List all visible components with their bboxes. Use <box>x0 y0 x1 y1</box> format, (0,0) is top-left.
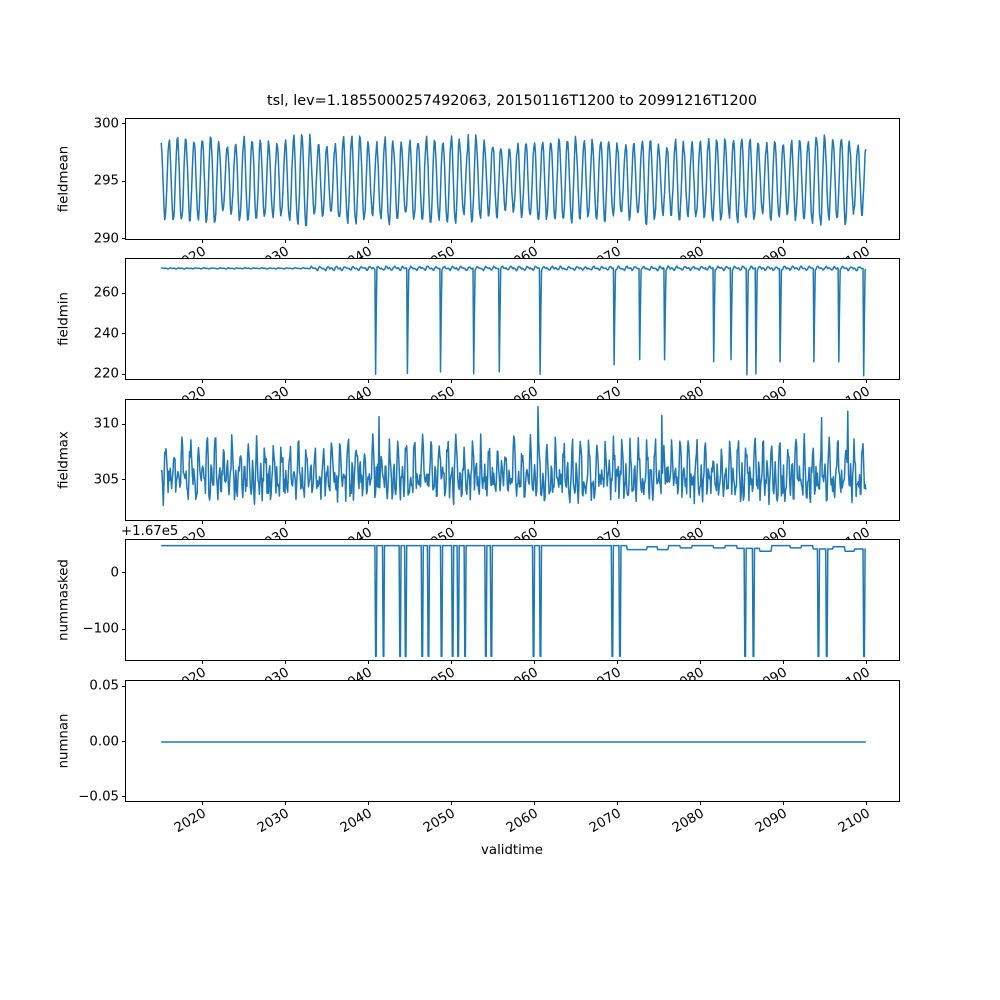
x-tick-mark <box>782 239 784 243</box>
x-tick-mark <box>616 660 618 665</box>
line-series-nummasked <box>161 545 866 658</box>
x-tick-mark <box>699 800 701 805</box>
x-tick-mark <box>533 519 535 524</box>
x-tick-mark <box>450 660 452 665</box>
y-tick-label: 295 <box>93 173 119 189</box>
y-tick-label: 220 <box>93 366 119 382</box>
x-tick-mark <box>450 239 452 243</box>
x-tick-mark <box>450 379 452 384</box>
y-axis-label-numnan: numnan <box>56 713 72 768</box>
y-tick-mark <box>122 238 126 240</box>
y-tick-label: 260 <box>93 285 119 301</box>
x-tick-mark <box>533 379 535 384</box>
x-tick-mark <box>201 519 203 524</box>
x-tick-mark <box>201 379 203 384</box>
x-tick-label: 2030 <box>255 805 293 836</box>
x-tick-label: 2040 <box>338 805 376 836</box>
x-tick-mark <box>533 239 535 243</box>
x-tick-mark <box>865 379 867 384</box>
x-tick-mark <box>616 379 618 384</box>
y-tick-label: 310 <box>93 416 119 432</box>
x-tick-mark <box>367 519 369 524</box>
x-tick-mark <box>616 239 618 243</box>
y-tick-label: 300 <box>93 115 119 131</box>
y-tick-label: 0.05 <box>89 678 119 694</box>
x-tick-mark <box>865 800 867 805</box>
x-tick-mark <box>284 660 286 665</box>
y-tick-mark <box>122 479 126 481</box>
y-tick-label: 290 <box>93 231 119 247</box>
x-tick-mark <box>782 660 784 665</box>
y-tick-mark <box>122 373 126 375</box>
y-tick-label: −0.05 <box>78 789 119 805</box>
x-tick-label: 2090 <box>753 805 791 836</box>
x-tick-mark <box>865 519 867 524</box>
y-tick-label: 0 <box>110 565 119 581</box>
x-tick-mark <box>450 800 452 805</box>
line-series-fieldmax <box>160 405 867 506</box>
y-tick-mark <box>122 628 126 630</box>
y-axis-label-nummasked: nummasked <box>56 559 72 642</box>
x-tick-mark <box>533 800 535 805</box>
subplot-fieldmean: 2020203020402050206020702080209021002902… <box>94 117 900 274</box>
y-tick-mark <box>122 423 126 425</box>
line-series-fieldmean <box>160 133 867 227</box>
y-axis-label-fieldmax: fieldmax <box>56 430 72 489</box>
x-tick-label: 2020 <box>172 805 210 836</box>
y-axis-label-fieldmin: fieldmin <box>56 292 72 347</box>
x-tick-label: 2070 <box>587 805 625 836</box>
x-tick-mark <box>284 800 286 805</box>
x-tick-mark <box>782 800 784 805</box>
subplot-fieldmin: 2020203020402050206020702080209021002202… <box>94 258 900 414</box>
y-tick-mark <box>122 180 126 182</box>
x-tick-mark <box>284 379 286 384</box>
x-tick-label: 2050 <box>421 805 459 836</box>
x-tick-mark <box>201 660 203 665</box>
subplot-fieldmax: 2020203020402050206020702080209021003053… <box>94 398 900 555</box>
x-tick-mark <box>782 519 784 524</box>
x-tick-label: 2060 <box>504 805 542 836</box>
x-tick-mark <box>699 239 701 243</box>
x-tick-mark <box>699 379 701 384</box>
subplot-nummasked: 2020203020402050206020702080209021000−10… <box>82 539 900 695</box>
x-tick-mark <box>699 660 701 665</box>
y-tick-label: 0.00 <box>89 733 119 749</box>
x-tick-mark <box>616 519 618 524</box>
y-tick-mark <box>122 741 126 743</box>
y-tick-mark <box>122 333 126 335</box>
y-tick-mark <box>122 123 126 125</box>
x-tick-mark <box>865 660 867 665</box>
y-tick-mark <box>122 292 126 294</box>
y-tick-mark <box>122 572 126 574</box>
x-tick-mark <box>533 660 535 665</box>
x-tick-mark <box>284 519 286 524</box>
x-tick-mark <box>699 519 701 524</box>
x-tick-mark <box>367 800 369 805</box>
y-tick-label: 240 <box>93 326 119 342</box>
x-tick-mark <box>616 800 618 805</box>
y-axis-offset-text: +1.67e5 <box>121 524 179 539</box>
y-tick-mark <box>122 796 126 798</box>
subplot-numnan: 2020 2030 2040 2050 2060 2070 2080 2090 2100 0.05… <box>78 679 900 836</box>
x-tick-mark <box>865 239 867 243</box>
x-tick-mark <box>367 660 369 665</box>
x-tick-mark <box>367 239 369 243</box>
y-tick-label: 305 <box>93 471 119 487</box>
x-tick-mark <box>367 379 369 384</box>
y-tick-mark <box>122 685 126 687</box>
x-tick-mark <box>284 239 286 243</box>
x-tick-label: 2080 <box>670 805 708 836</box>
y-tick-label: −100 <box>82 621 119 637</box>
y-axis-label-fieldmean: fieldmean <box>56 145 72 213</box>
x-tick-mark <box>782 379 784 384</box>
x-axis-label: validtime <box>481 843 543 858</box>
chart-title: tsl, lev=1.1855000257492063, 20150116T12… <box>267 93 757 109</box>
x-tick-label: 2100 <box>836 805 874 836</box>
line-series-fieldmin <box>161 265 867 378</box>
x-tick-mark <box>450 519 452 524</box>
x-tick-mark <box>201 239 203 243</box>
x-tick-mark <box>201 800 203 805</box>
line-series-numnan <box>161 740 866 743</box>
